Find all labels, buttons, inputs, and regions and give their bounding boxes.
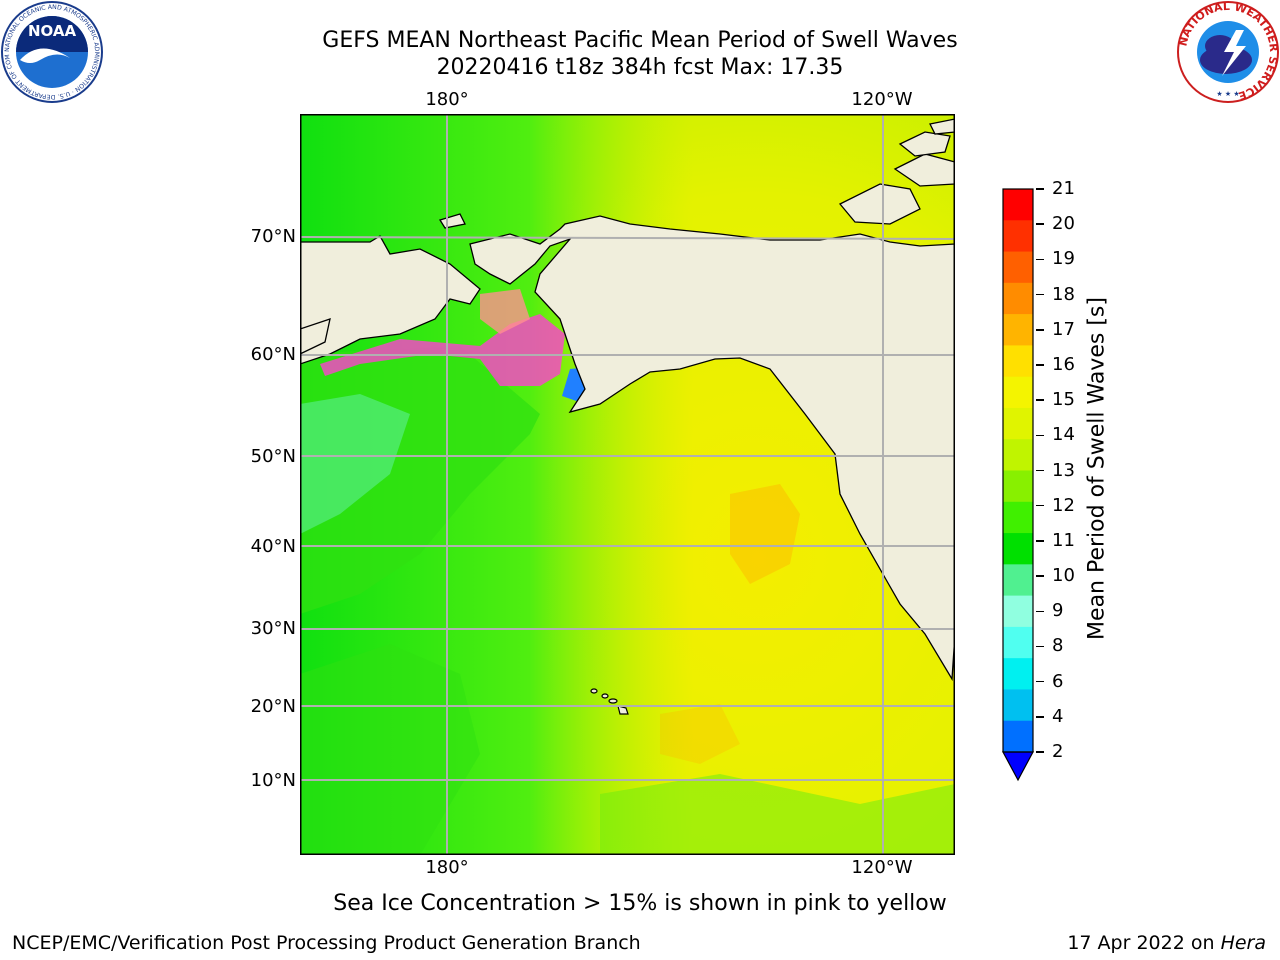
- colorbar: [1001, 188, 1035, 782]
- lat-label-30n: 30°N: [250, 618, 296, 639]
- colorbar-swatch: [1003, 720, 1033, 753]
- lon-label-180-bottom: 180°: [425, 857, 469, 878]
- colorbar-tick-mark: [1036, 434, 1044, 437]
- colorbar-tick-label: 18: [1052, 283, 1075, 305]
- lon-label-180-top: 180°: [425, 89, 469, 110]
- colorbar-tick-mark: [1036, 716, 1044, 718]
- nws-logo: NATIONAL WEATHER SERVICE ★ ★ ★: [1176, 0, 1280, 103]
- footer-host: Hera: [1220, 932, 1266, 954]
- colorbar-tick-label: 15: [1052, 389, 1075, 411]
- lat-label-50n: 50°N: [250, 446, 296, 467]
- hawaii-islands: [590, 688, 629, 715]
- colorbar-swatch: [1003, 189, 1033, 221]
- cyan-patch: [300, 394, 410, 534]
- chart-subtitle: 20220416 t18z 384h fcst Max: 17.35: [436, 55, 844, 80]
- colorbar-tick-mark: [1036, 364, 1044, 366]
- colorbar-tick-label: 16: [1052, 353, 1075, 375]
- colorbar-swatch: [1003, 501, 1033, 534]
- colorbar-tick-mark: [1036, 188, 1044, 190]
- swell-period-map: [300, 114, 955, 855]
- colorbar-swatch: [1003, 251, 1033, 284]
- lat-label-40n: 40°N: [250, 536, 296, 557]
- colorbar-swatches: [1003, 189, 1033, 753]
- colorbar-tick-mark: [1036, 329, 1044, 331]
- colorbar-tick-mark: [1036, 610, 1044, 612]
- colorbar-tick-mark: [1036, 645, 1044, 648]
- colorbar-swatch: [1003, 439, 1033, 471]
- colorbar-swatch: [1003, 689, 1033, 722]
- colorbar-tick-label: 12: [1052, 494, 1075, 516]
- colorbar-tick-label: 6: [1052, 670, 1064, 692]
- colorbar-tick-mark: [1036, 751, 1044, 753]
- colorbar-tick-label: 4: [1052, 705, 1064, 727]
- colorbar-swatch: [1003, 470, 1033, 503]
- orange-patch: [730, 484, 800, 584]
- colorbar-swatch: [1003, 282, 1033, 315]
- lat-label-70n: 70°N: [250, 226, 296, 247]
- lat-label-60n: 60°N: [250, 344, 296, 365]
- colorbar-tick-label: 17: [1052, 318, 1075, 340]
- land: [300, 118, 955, 682]
- colorbar-swatch: [1003, 220, 1033, 253]
- footer-date: 17 Apr 2022 on: [1067, 932, 1221, 954]
- colorbar-tick-mark: [1036, 680, 1044, 683]
- colorbar-tick-mark: [1036, 504, 1044, 507]
- graticule: [300, 114, 955, 855]
- chart-title: GEFS MEAN Northeast Pacific Mean Period …: [322, 28, 958, 53]
- colorbar-tick-mark: [1036, 258, 1044, 261]
- footer-left: NCEP/EMC/Verification Post Processing Pr…: [12, 932, 641, 954]
- colorbar-swatch: [1003, 345, 1033, 378]
- colorbar-tick-mark: [1036, 469, 1044, 472]
- noaa-logo: NATIONAL OCEANIC AND ATMOSPHERIC ADMINIS…: [0, 0, 103, 103]
- colorbar-tick-mark: [1036, 399, 1044, 401]
- colorbar-tick-label: 20: [1052, 213, 1075, 235]
- colorbar-tick-mark: [1036, 293, 1044, 296]
- colorbar-tick-label: 8: [1052, 635, 1064, 657]
- colorbar-swatch: [1003, 533, 1033, 565]
- colorbar-tick-label: 21: [1052, 178, 1075, 199]
- colorbar-swatch: [1003, 595, 1033, 628]
- colorbar-swatch: [1003, 564, 1033, 597]
- colorbar-tick-label: 13: [1052, 459, 1075, 481]
- colorbar-label: Mean Period of Swell Waves [s]: [1084, 297, 1110, 640]
- colorbar-frame: [1002, 188, 1034, 753]
- colorbar-tick-label: 11: [1052, 529, 1075, 551]
- svg-text:NOAA: NOAA: [28, 22, 77, 40]
- colorbar-swatch: [1003, 407, 1033, 440]
- colorbar-swatch: [1003, 626, 1033, 659]
- colorbar-tick-label: 19: [1052, 248, 1075, 270]
- lat-label-10n: 10°N: [250, 770, 296, 791]
- svg-text:★ ★ ★: ★ ★ ★: [1216, 90, 1239, 98]
- lon-label-120w-top: 120°W: [851, 89, 913, 110]
- lat-label-20n: 20°N: [250, 696, 296, 717]
- colorbar-swatch: [1003, 658, 1033, 690]
- footer-right: 17 Apr 2022 on Hera: [1067, 932, 1266, 954]
- colorbar-swatch: [1003, 376, 1033, 409]
- sea-ice-caption: Sea Ice Concentration > 15% is shown in …: [333, 891, 947, 916]
- colorbar-extend-triangle: [1001, 751, 1035, 782]
- colorbar-tick-mark: [1036, 223, 1044, 225]
- map-frame: [300, 114, 955, 855]
- lon-label-120w-bottom: 120°W: [851, 857, 913, 878]
- colorbar-tick-label: 14: [1052, 424, 1075, 446]
- colorbar-tick-mark: [1036, 575, 1044, 577]
- colorbar-swatch: [1003, 314, 1033, 346]
- colorbar-tick-label: 10: [1052, 565, 1075, 587]
- colorbar-tick-label: 2: [1052, 741, 1064, 762]
- colorbar-tick-mark: [1036, 540, 1044, 542]
- colorbar-tick-label: 9: [1052, 600, 1064, 622]
